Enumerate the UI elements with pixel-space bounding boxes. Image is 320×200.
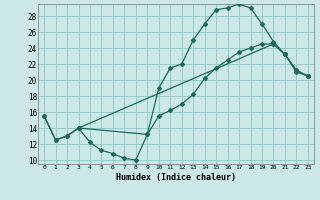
X-axis label: Humidex (Indice chaleur): Humidex (Indice chaleur)	[116, 173, 236, 182]
